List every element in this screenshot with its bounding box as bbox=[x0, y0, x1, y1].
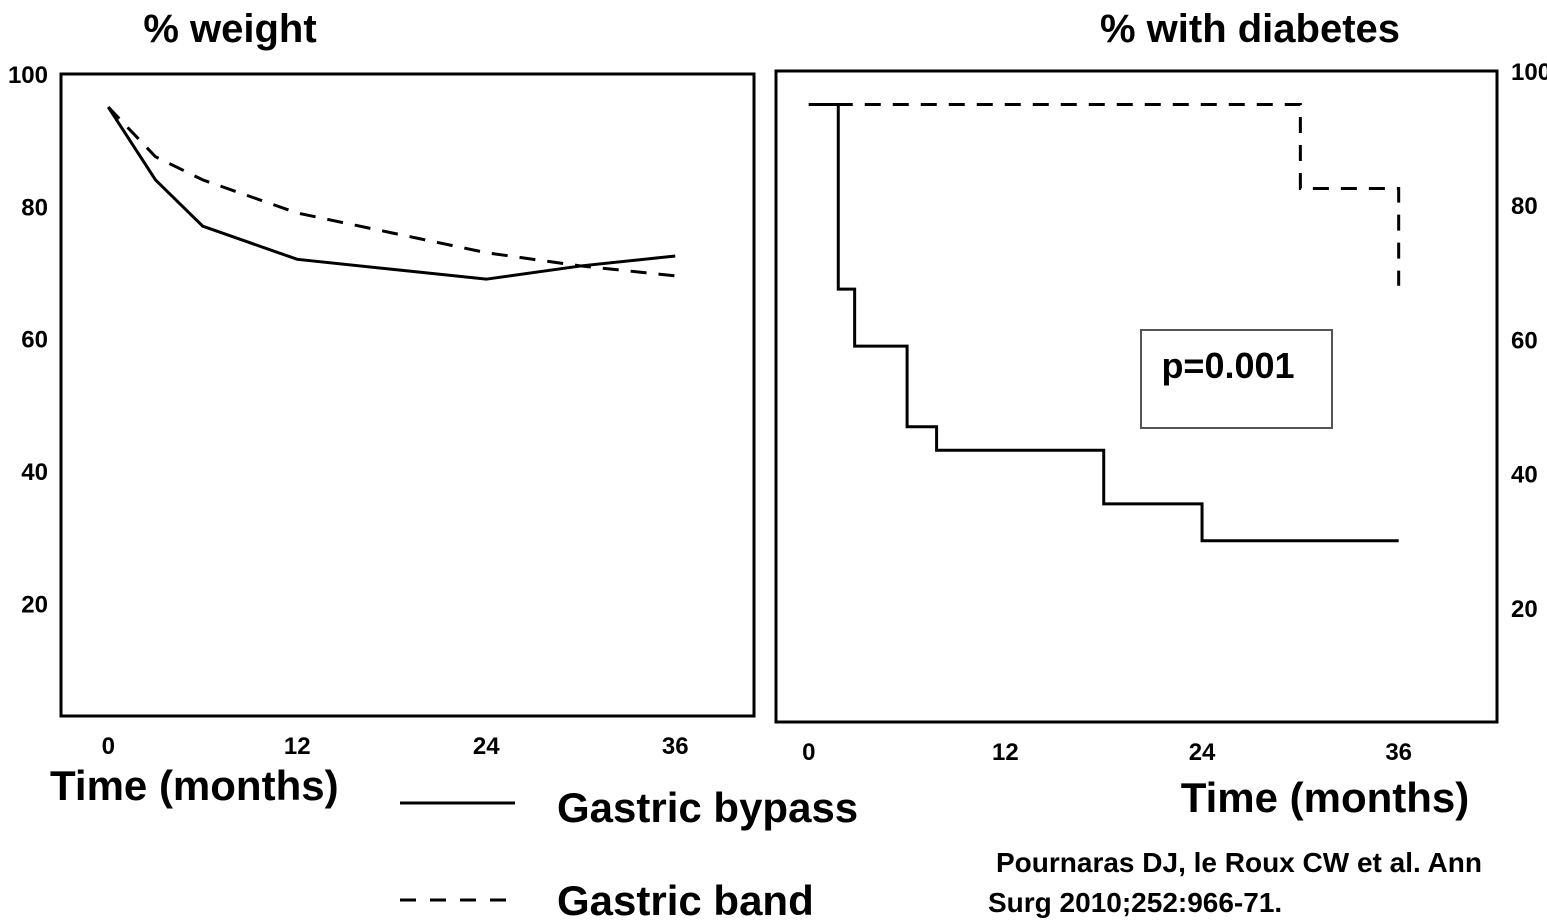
diabetes-plot-frame bbox=[774, 69, 1499, 724]
diabetes-chart: % with diabetes 0 12 24 36 20 40 60 80 100 p=0.0… bbox=[774, 7, 1547, 821]
citation-line-2: Surg 2010;252:966-71. bbox=[988, 887, 1282, 918]
citation-line-1: Pournaras DJ, le Roux CW et al. Ann bbox=[996, 847, 1482, 878]
weight-x-tick-label: 0 bbox=[102, 733, 115, 760]
diabetes-x-axis-label: Time (months) bbox=[1181, 774, 1470, 821]
diabetes-x-tick-label: 24 bbox=[1189, 739, 1216, 766]
diabetes-y-tick-label: 80 bbox=[1511, 193, 1538, 220]
weight-y-tick-label: 20 bbox=[21, 591, 48, 618]
weight-chart: % weight 0 12 24 36 20 40 60 80 100 Time (months… bbox=[8, 7, 756, 809]
legend: Gastric bypass Gastric band bbox=[400, 784, 858, 922]
weight-series bbox=[106, 106, 676, 281]
diabetes-y-tick-label: 20 bbox=[1511, 596, 1538, 623]
weight-axis-ticks: 0 12 24 36 20 40 60 80 100 bbox=[8, 62, 689, 760]
diabetes-series bbox=[808, 103, 1401, 543]
weight-series-gastric-bypass bbox=[106, 106, 676, 281]
diabetes-x-tick-label: 0 bbox=[802, 739, 815, 766]
weight-series-gastric-band bbox=[107, 106, 676, 278]
p-value-box bbox=[1140, 329, 1333, 429]
diabetes-x-tick-label: 36 bbox=[1385, 739, 1412, 766]
weight-y-tick-label: 100 bbox=[8, 62, 48, 89]
weight-y-tick-label: 80 bbox=[21, 194, 48, 221]
weight-y-tick-label: 40 bbox=[21, 459, 48, 486]
diabetes-series-gastric-band bbox=[808, 103, 1401, 286]
citation: Pournaras DJ, le Roux CW et al. Ann Surg… bbox=[988, 847, 1482, 918]
p-value-annotation: p=0.001 bbox=[1161, 345, 1294, 386]
diabetes-y-tick-label: 40 bbox=[1511, 462, 1538, 489]
diabetes-y-tick-label: 100 bbox=[1511, 59, 1547, 86]
legend-label-gastric-bypass: Gastric bypass bbox=[557, 784, 858, 831]
legend-label-gastric-band: Gastric band bbox=[557, 877, 814, 922]
weight-chart-title: % weight bbox=[143, 7, 316, 51]
diabetes-chart-title: % with diabetes bbox=[1100, 7, 1400, 51]
weight-x-tick-label: 36 bbox=[662, 733, 689, 760]
diabetes-axis-ticks: 0 12 24 36 20 40 60 80 100 bbox=[802, 59, 1547, 766]
diabetes-y-tick-label: 60 bbox=[1511, 327, 1538, 354]
weight-plot-frame bbox=[59, 72, 756, 718]
diabetes-series-gastric-bypass bbox=[808, 103, 1399, 543]
diabetes-x-tick-label: 12 bbox=[992, 739, 1019, 766]
weight-x-axis-label: Time (months) bbox=[50, 762, 339, 809]
weight-x-tick-label: 12 bbox=[284, 733, 311, 760]
weight-y-tick-label: 60 bbox=[21, 327, 48, 354]
weight-x-tick-label: 24 bbox=[473, 733, 500, 760]
